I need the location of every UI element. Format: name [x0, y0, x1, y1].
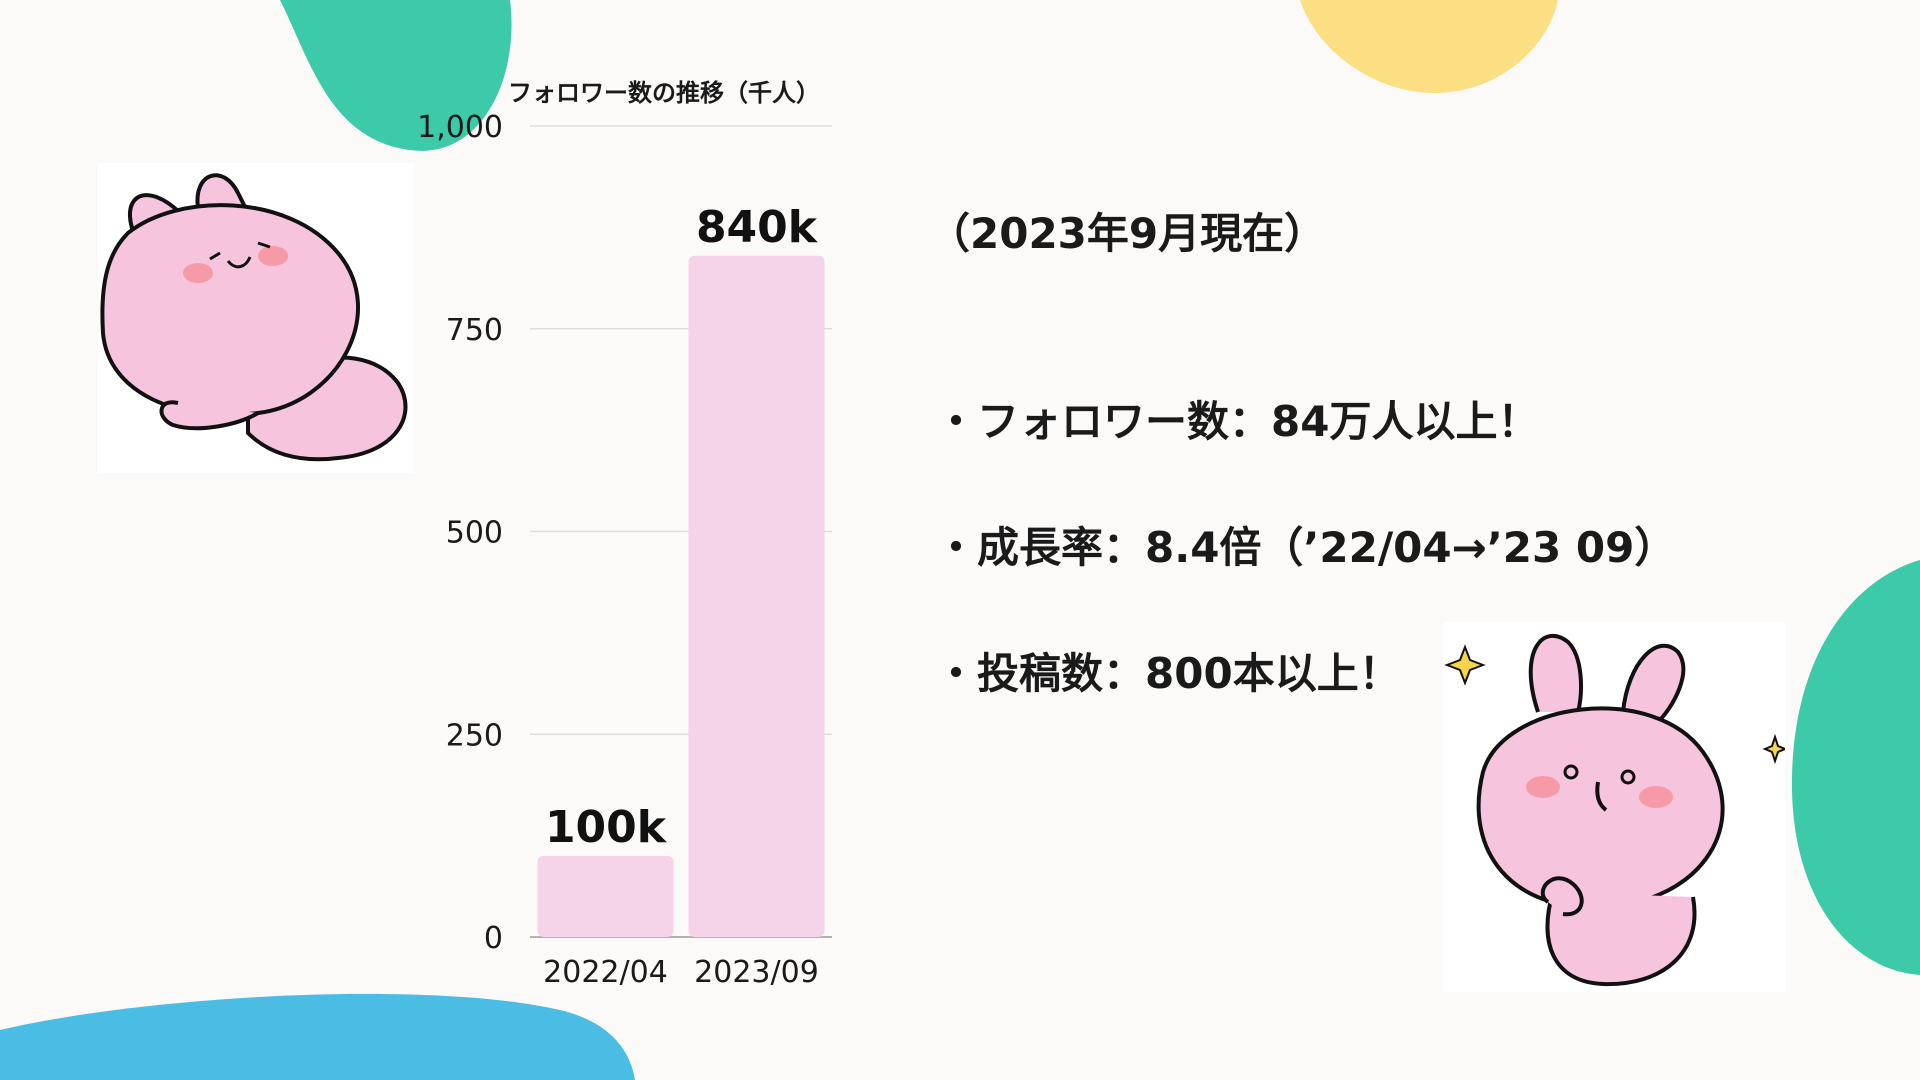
y-tick-label: 250 — [446, 718, 503, 753]
x-tick-label: 2023/09 — [694, 955, 819, 990]
y-tick-label: 750 — [446, 313, 503, 348]
info-item-growth: ・成長率：8.4倍（’22/04→’23 09） — [935, 514, 1676, 575]
chart-y-axis: 0 250 500 750 1,000 — [417, 110, 503, 956]
decor-blob-yellow-top — [1300, 0, 1558, 94]
as-of-date: （2023年9月現在） — [928, 209, 1327, 258]
rabbit-mascot-sparkle-icon — [1443, 622, 1785, 992]
info-label: 成長率： — [977, 523, 1146, 572]
chart-bars: 100k 840k — [537, 202, 825, 937]
info-value: 84万人以上！ — [1271, 397, 1540, 446]
chart-title: フォロワー数の推移（千人） — [508, 79, 820, 107]
decor-blob-green-top — [280, 0, 512, 151]
info-value: 8.4倍（’22/04→’23 09） — [1145, 523, 1677, 572]
decor-blob-blue-bottom — [0, 993, 635, 1080]
rabbit-mascot-lying-icon — [98, 163, 413, 473]
info-value: 800本以上！ — [1145, 649, 1401, 698]
info-label: フォロワー数： — [977, 397, 1272, 446]
bar-data-label: 840k — [696, 202, 819, 253]
bar-data-label: 100k — [545, 802, 668, 853]
info-bullet: ・ — [935, 523, 978, 572]
y-tick-label: 1,000 — [417, 110, 503, 145]
y-tick-label: 500 — [446, 516, 503, 551]
sparkle-icon — [1444, 644, 1486, 686]
decor-blob-green-right — [1791, 560, 1920, 975]
chart-x-axis: 2022/04 2023/09 — [543, 955, 819, 990]
y-tick-label: 0 — [484, 921, 503, 956]
info-item-followers: ・フォロワー数：84万人以上！ — [935, 388, 1539, 449]
info-bullet: ・ — [935, 397, 978, 446]
info-item-posts: ・投稿数：800本以上！ — [935, 640, 1401, 701]
x-tick-label: 2022/04 — [543, 955, 668, 990]
bar — [688, 255, 825, 937]
bar — [537, 855, 674, 937]
sparkle-icon — [1762, 733, 1785, 765]
info-label: 投稿数： — [977, 649, 1146, 698]
info-bullet: ・ — [935, 649, 978, 698]
